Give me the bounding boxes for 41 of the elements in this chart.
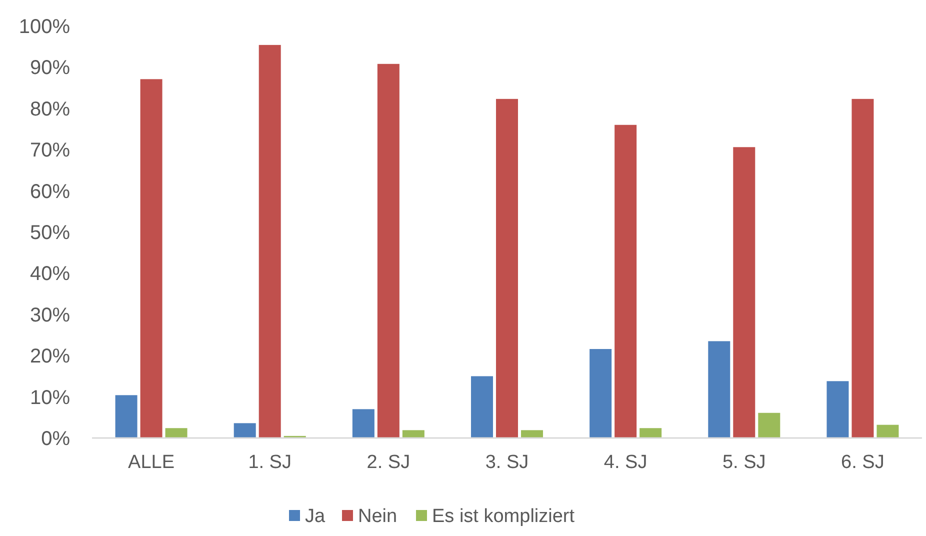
bar: [876, 424, 899, 438]
y-tick-label: 90%: [30, 57, 70, 80]
bar: [590, 349, 612, 438]
bar: [258, 44, 281, 438]
bar: [115, 395, 138, 438]
y-tick-label: 100%: [18, 16, 70, 38]
bar: [521, 430, 543, 438]
bar: [852, 98, 874, 438]
y-tick-label: 10%: [30, 386, 70, 409]
y-tick-label: 50%: [30, 222, 70, 244]
x-tick-label: 2. SJ: [366, 452, 410, 473]
bar: [496, 98, 518, 438]
legend-label: Nein: [358, 506, 398, 527]
x-tick-label: 1. SJ: [248, 452, 292, 473]
bar: [758, 412, 780, 438]
x-tick-label: ALLE: [128, 452, 175, 473]
y-tick-label: 20%: [30, 346, 70, 368]
bar: [165, 428, 188, 438]
bar: [352, 409, 374, 438]
bar: [140, 79, 162, 438]
x-tick-label: 6. SJ: [841, 452, 884, 473]
x-tick-label: 5. SJ: [722, 452, 766, 473]
legend-label: Ja: [305, 506, 326, 527]
y-tick-label: 30%: [30, 304, 70, 326]
legend-label: Es ist kompliziert: [432, 506, 576, 527]
bar: [733, 147, 756, 438]
x-tick-label: 3. SJ: [485, 452, 529, 473]
bar: [640, 428, 662, 438]
bar: [234, 423, 256, 438]
bar: [708, 341, 730, 438]
y-tick-label: 80%: [30, 98, 70, 120]
bar: [402, 430, 424, 438]
bar: [826, 381, 849, 438]
bar: [471, 376, 493, 438]
y-tick-label: 70%: [30, 140, 70, 162]
bar: [377, 64, 400, 438]
y-tick-label: 60%: [30, 180, 70, 203]
y-tick-label: 40%: [30, 263, 70, 286]
y-tick-label: 0%: [41, 428, 70, 450]
bar: [614, 124, 637, 438]
x-tick-label: 4. SJ: [604, 452, 648, 473]
